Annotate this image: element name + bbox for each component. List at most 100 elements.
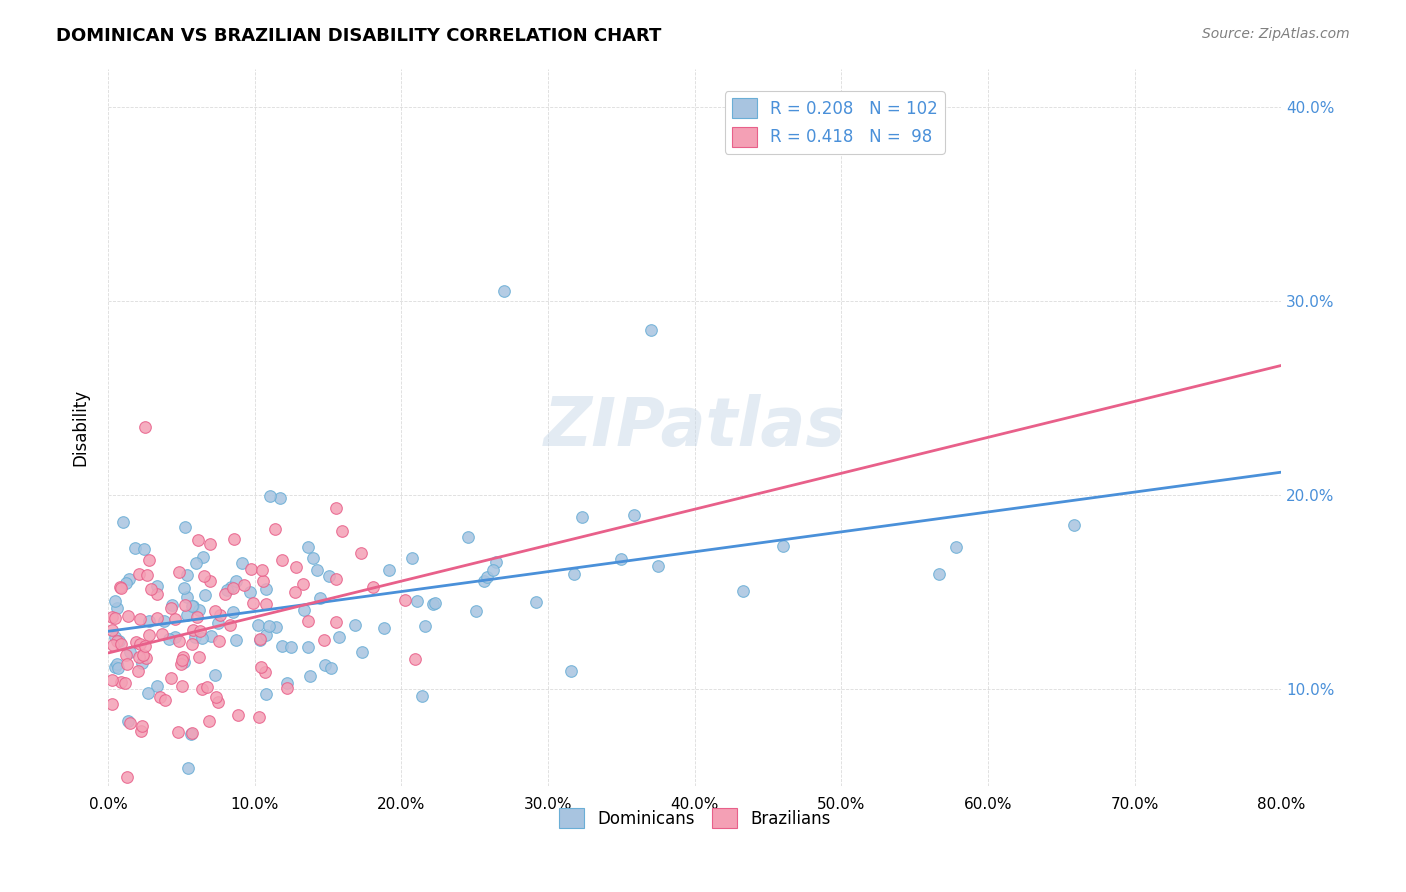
- Point: [115, 576, 138, 591]
- Point: [174, 520, 197, 534]
- Point: [176, 608, 198, 623]
- Point: [224, 533, 246, 547]
- Point: [108, 580, 131, 594]
- Point: [186, 557, 208, 571]
- Point: [214, 587, 236, 601]
- Point: [174, 599, 197, 613]
- Point: [115, 657, 138, 671]
- Point: [134, 420, 156, 434]
- Point: [128, 567, 150, 582]
- Point: [165, 612, 187, 626]
- Point: [153, 614, 176, 628]
- Point: [204, 604, 226, 618]
- Point: [132, 542, 155, 557]
- Point: [173, 581, 195, 595]
- Point: [157, 632, 180, 647]
- Point: [176, 590, 198, 604]
- Point: [141, 582, 163, 596]
- Point: [107, 633, 129, 648]
- Point: [640, 323, 662, 337]
- Point: [190, 682, 212, 697]
- Point: [928, 566, 950, 581]
- Point: [131, 719, 153, 733]
- Point: [187, 533, 209, 547]
- Point: [180, 727, 202, 741]
- Point: [107, 661, 129, 675]
- Point: [114, 675, 136, 690]
- Point: [373, 621, 395, 635]
- Point: [138, 628, 160, 642]
- Text: ZIPatlas: ZIPatlas: [544, 394, 845, 460]
- Point: [330, 524, 353, 538]
- Point: [115, 770, 138, 784]
- Point: [292, 603, 315, 617]
- Point: [219, 618, 242, 632]
- Point: [128, 650, 150, 665]
- Point: [104, 630, 127, 644]
- Point: [945, 540, 967, 554]
- Point: [231, 556, 253, 570]
- Point: [207, 633, 229, 648]
- Point: [422, 597, 444, 611]
- Point: [413, 619, 436, 633]
- Point: [188, 624, 211, 639]
- Point: [172, 650, 194, 665]
- Point: [194, 588, 217, 602]
- Legend: Dominicans, Brazilians: Dominicans, Brazilians: [553, 801, 837, 835]
- Point: [249, 632, 271, 647]
- Point: [378, 563, 401, 577]
- Point: [167, 565, 190, 579]
- Point: [197, 681, 219, 695]
- Point: [305, 563, 328, 577]
- Point: [172, 653, 194, 667]
- Point: [101, 623, 124, 637]
- Point: [406, 593, 429, 607]
- Point: [193, 569, 215, 583]
- Point: [562, 567, 585, 582]
- Point: [105, 634, 128, 648]
- Point: [250, 660, 273, 674]
- Point: [297, 540, 319, 554]
- Point: [100, 673, 122, 687]
- Point: [145, 579, 167, 593]
- Point: [270, 553, 292, 567]
- Point: [297, 614, 319, 628]
- Point: [308, 591, 330, 605]
- Point: [314, 633, 336, 648]
- Point: [111, 515, 134, 529]
- Point: [118, 645, 141, 659]
- Text: DOMINICAN VS BRAZILIAN DISABILITY CORRELATION CHART: DOMINICAN VS BRAZILIAN DISABILITY CORREL…: [56, 27, 662, 45]
- Point: [129, 723, 152, 738]
- Y-axis label: Disability: Disability: [72, 389, 89, 466]
- Point: [475, 570, 498, 584]
- Point: [254, 628, 277, 642]
- Point: [221, 581, 243, 595]
- Point: [733, 583, 755, 598]
- Point: [134, 640, 156, 654]
- Point: [117, 609, 139, 624]
- Point: [350, 545, 373, 559]
- Point: [259, 619, 281, 633]
- Point: [146, 587, 169, 601]
- Point: [132, 648, 155, 662]
- Point: [284, 584, 307, 599]
- Point: [186, 610, 208, 624]
- Point: [166, 725, 188, 739]
- Point: [131, 657, 153, 671]
- Point: [117, 714, 139, 729]
- Point: [259, 489, 281, 503]
- Point: [176, 567, 198, 582]
- Point: [170, 679, 193, 693]
- Point: [215, 582, 238, 597]
- Point: [465, 604, 488, 618]
- Point: [200, 537, 222, 551]
- Point: [104, 594, 127, 608]
- Point: [560, 664, 582, 678]
- Point: [110, 675, 132, 690]
- Point: [623, 508, 645, 522]
- Point: [325, 500, 347, 515]
- Point: [280, 640, 302, 654]
- Point: [276, 681, 298, 695]
- Point: [222, 605, 245, 619]
- Point: [253, 665, 276, 679]
